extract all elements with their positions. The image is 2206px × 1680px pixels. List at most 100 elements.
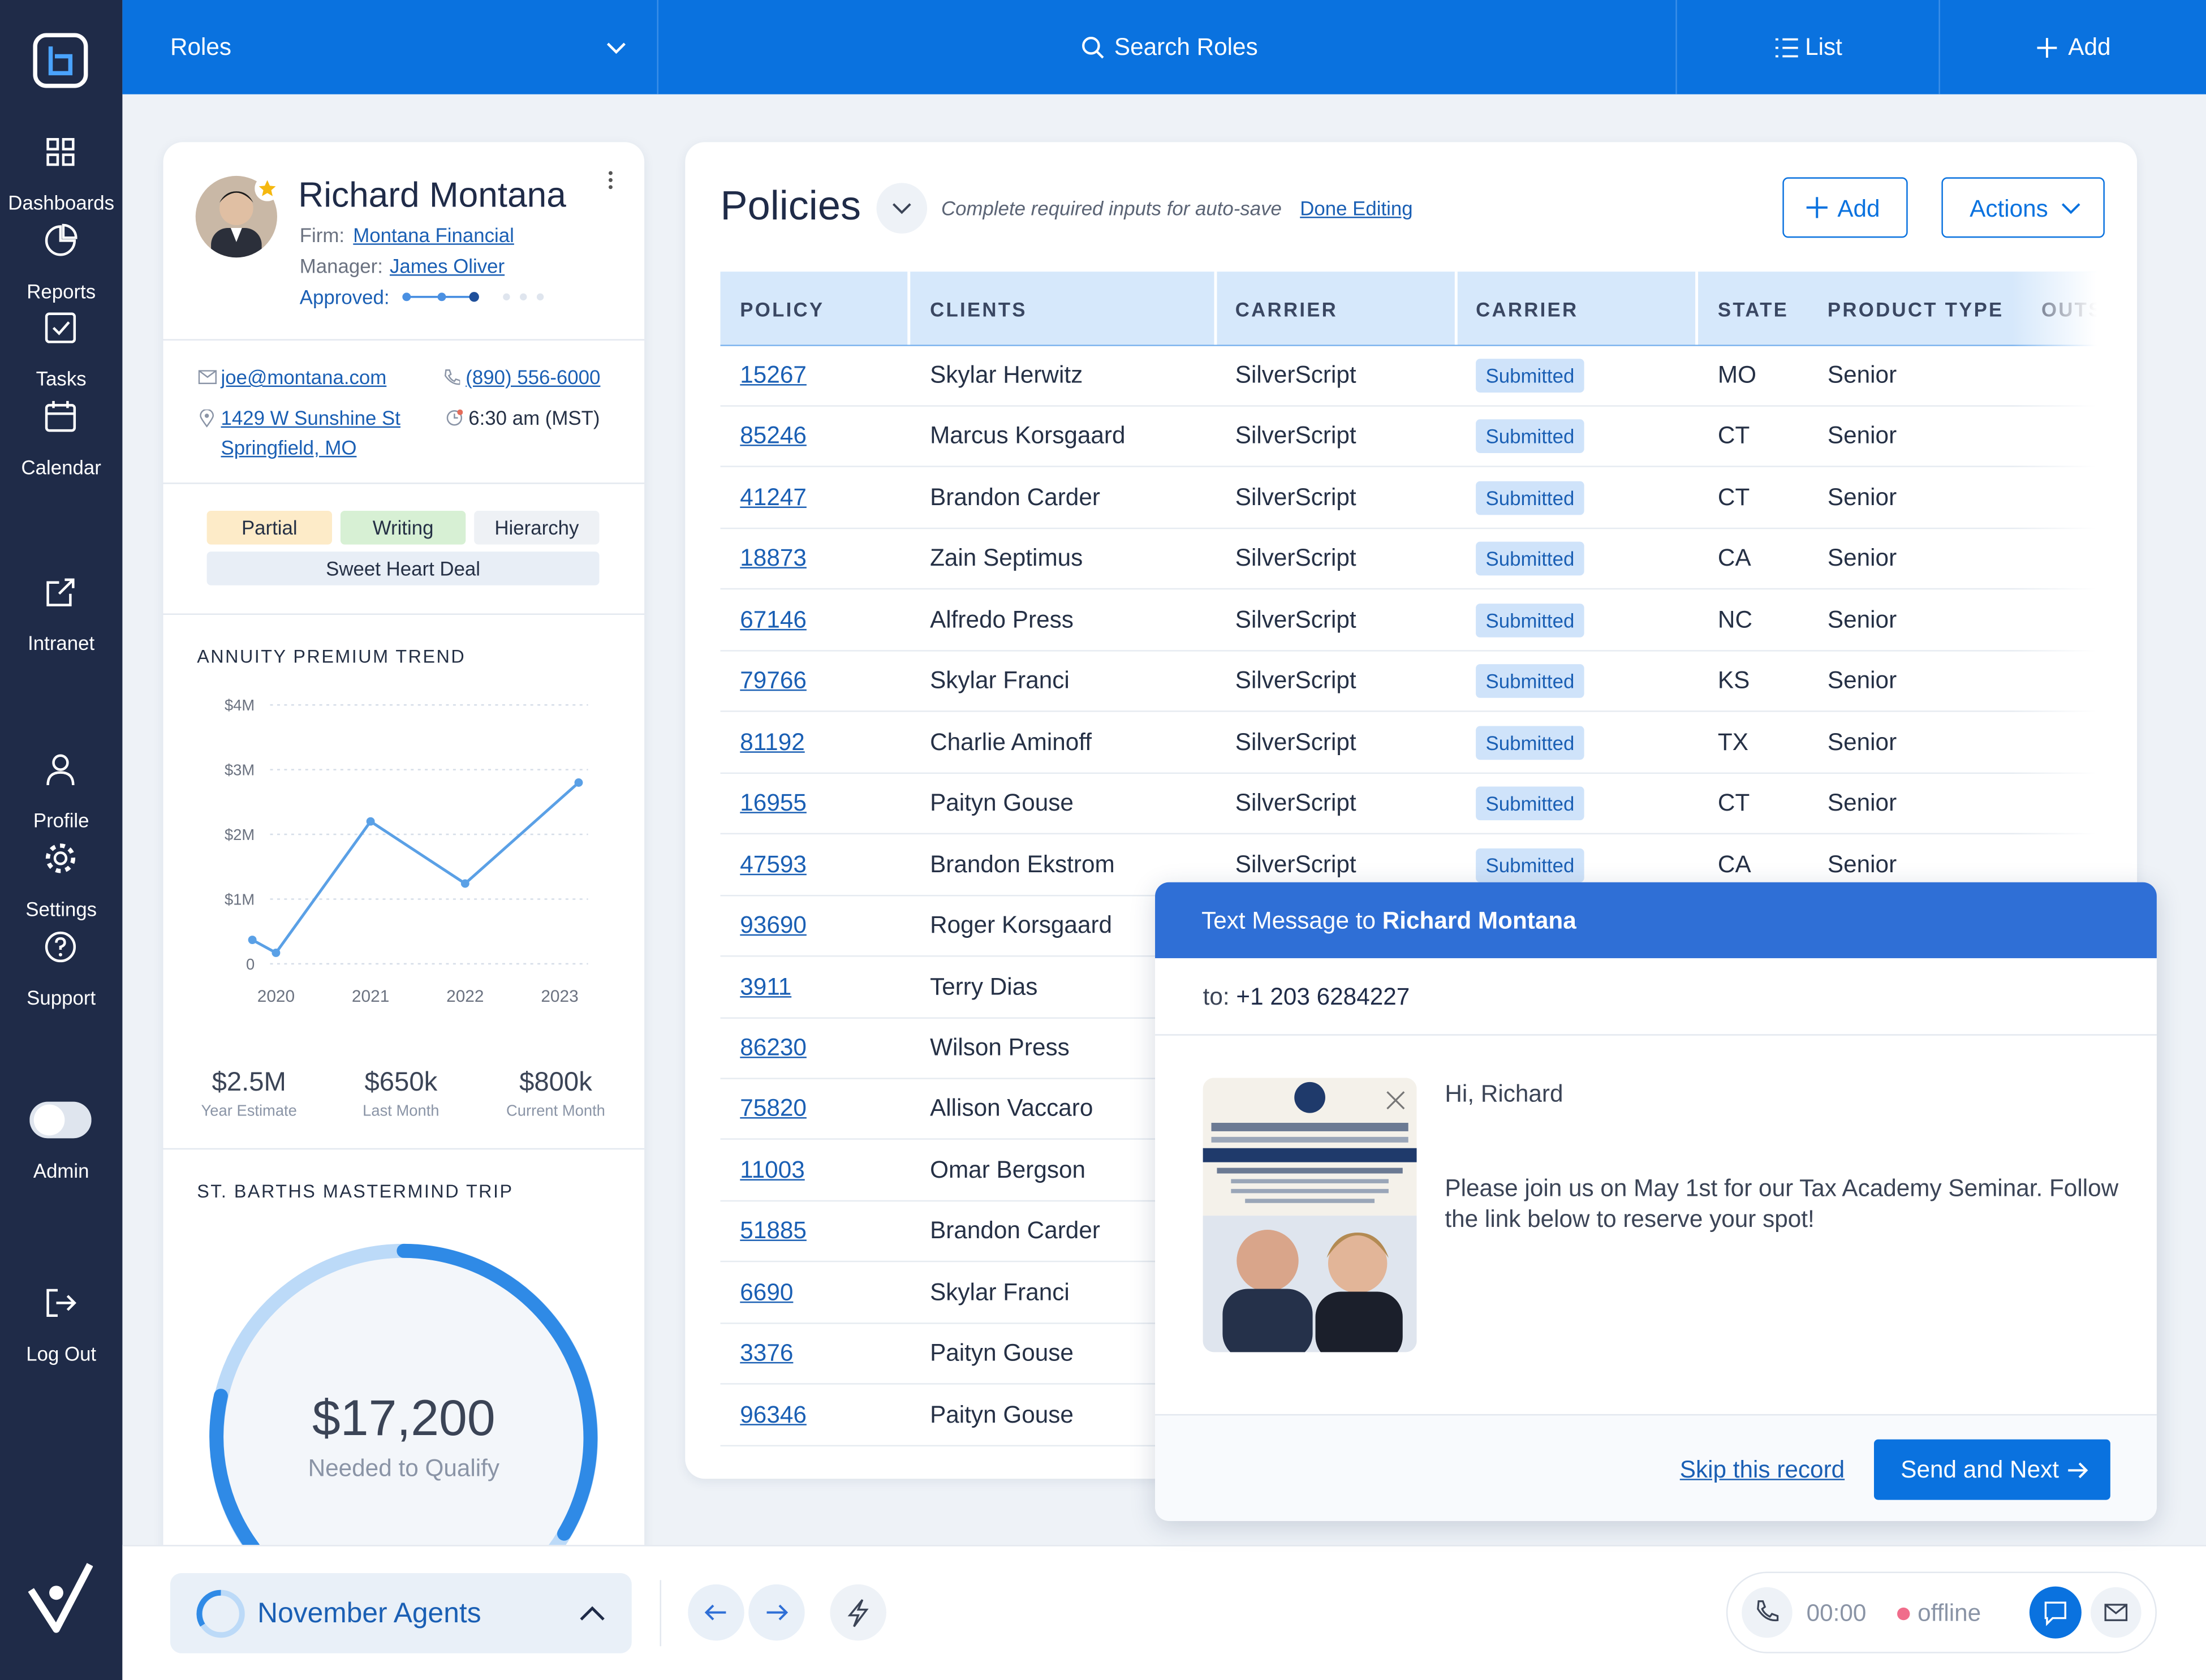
policy-link[interactable]: 93690 bbox=[740, 911, 807, 939]
decoration bbox=[1096, 50, 1104, 59]
decoration bbox=[608, 171, 613, 175]
decoration bbox=[2029, 1586, 2082, 1639]
decoration bbox=[219, 191, 253, 225]
tag: Hierarchy bbox=[474, 510, 600, 545]
policy-link[interactable]: 81192 bbox=[740, 728, 805, 755]
table-cell: CA bbox=[1717, 545, 1751, 572]
decoration bbox=[198, 370, 217, 385]
address-line[interactable]: Springfield, MO bbox=[221, 436, 357, 459]
add[interactable]: Add bbox=[2068, 33, 2111, 61]
table-cell: SilverScript bbox=[1235, 789, 1356, 817]
nav-label[interactable]: Profile bbox=[33, 809, 89, 832]
send-button[interactable]: Send and Next bbox=[1874, 1439, 2110, 1500]
actions-button[interactable]: Actions bbox=[1941, 177, 2105, 238]
decoration bbox=[45, 225, 76, 256]
column-header: STATE bbox=[1717, 298, 1789, 321]
table-cell: SilverScript bbox=[1235, 606, 1356, 633]
table-cell: SilverScript bbox=[1235, 850, 1356, 878]
policy-link[interactable]: 67146 bbox=[740, 606, 807, 633]
stat-value: $650k bbox=[364, 1067, 438, 1098]
status-badge: Submitted bbox=[1476, 664, 1584, 699]
policy-link[interactable]: 85246 bbox=[740, 423, 807, 450]
decoration bbox=[446, 410, 463, 426]
decoration bbox=[1155, 1034, 2157, 1036]
done-editing[interactable]: Done Editing bbox=[1300, 197, 1413, 220]
policy-link[interactable]: 3376 bbox=[740, 1339, 794, 1367]
policy-link[interactable]: 15267 bbox=[740, 361, 807, 389]
row-divider bbox=[720, 833, 2096, 835]
button-label: Actions bbox=[1970, 195, 2048, 223]
title-dropdown[interactable] bbox=[875, 182, 929, 235]
table-cell: Skylar Franci bbox=[930, 667, 1070, 694]
nav-icon[interactable] bbox=[44, 135, 77, 169]
nav-icon[interactable] bbox=[44, 575, 77, 609]
list-view[interactable]: List bbox=[1805, 33, 1842, 61]
decoration bbox=[195, 175, 277, 258]
call-button[interactable] bbox=[1740, 1586, 1794, 1639]
nav-label[interactable]: Calendar bbox=[21, 455, 101, 479]
nav-icon[interactable] bbox=[44, 399, 77, 433]
policy-link[interactable]: 16955 bbox=[740, 789, 807, 817]
decoration bbox=[28, 1563, 93, 1633]
manager-link[interactable]: James Oliver bbox=[389, 255, 505, 278]
nav-icon[interactable] bbox=[44, 930, 77, 964]
modal-title: Text Message to Richard Montana bbox=[1201, 909, 1576, 933]
column-header: PRODUCT TYPE bbox=[1827, 298, 2004, 321]
clock-icon bbox=[446, 409, 463, 426]
nav-label[interactable]: Settings bbox=[25, 897, 97, 920]
logo[interactable] bbox=[31, 31, 90, 90]
search[interactable]: Search Roles bbox=[1114, 33, 1258, 61]
stat-label: Last Month bbox=[363, 1103, 440, 1121]
nav-label[interactable]: Reports bbox=[27, 280, 96, 303]
message-buttons[interactable] bbox=[2029, 1584, 2144, 1640]
attachment-image[interactable] bbox=[1203, 1078, 1417, 1352]
nav-label[interactable]: Intranet bbox=[28, 631, 95, 654]
admin-toggle[interactable] bbox=[29, 1100, 92, 1140]
decoration bbox=[503, 293, 510, 301]
status-badge: Submitted bbox=[1476, 542, 1584, 576]
nav-icon[interactable] bbox=[44, 753, 77, 787]
autosave-hint: Complete required inputs for auto-save bbox=[941, 197, 1282, 220]
policy-link[interactable]: 6690 bbox=[740, 1278, 794, 1306]
nav-icon[interactable] bbox=[44, 223, 77, 258]
add-button[interactable]: Add bbox=[1782, 177, 1908, 238]
policy-link[interactable]: 79766 bbox=[740, 667, 807, 694]
nav-label[interactable]: Admin bbox=[33, 1159, 89, 1182]
brand-mark bbox=[28, 1563, 93, 1633]
nav-buttons[interactable] bbox=[685, 1583, 889, 1644]
status-badge: Submitted bbox=[1476, 786, 1584, 821]
trip-title: ST. BARTHS MASTERMIND TRIP bbox=[197, 1180, 514, 1202]
list-selector[interactable] bbox=[170, 1573, 632, 1653]
nav-label[interactable]: Tasks bbox=[36, 367, 87, 390]
policy-link[interactable]: 18873 bbox=[740, 545, 807, 572]
nav-label[interactable]: Log Out bbox=[26, 1342, 97, 1365]
chevron[interactable] bbox=[605, 40, 628, 57]
policy-link[interactable]: 11003 bbox=[740, 1156, 805, 1183]
decoration bbox=[1386, 1091, 1405, 1110]
policy-link[interactable]: 47593 bbox=[740, 850, 807, 878]
nav-icon[interactable] bbox=[44, 311, 77, 345]
skip-link[interactable]: Skip this record bbox=[1679, 1456, 1845, 1483]
phone-link[interactable]: (890) 556-6000 bbox=[466, 365, 601, 389]
address-line[interactable]: 1429 W Sunshine St bbox=[221, 406, 400, 429]
search-icon bbox=[1082, 37, 1104, 59]
nav-icon[interactable] bbox=[44, 1286, 77, 1320]
policy-link[interactable]: 41247 bbox=[740, 484, 807, 511]
nav-label[interactable]: Dashboards bbox=[8, 191, 115, 214]
decoration bbox=[437, 292, 446, 301]
email-link[interactable]: joe@montana.com bbox=[221, 365, 387, 389]
policy-link[interactable]: 3911 bbox=[740, 973, 792, 1000]
menu-dots[interactable] bbox=[602, 169, 619, 191]
policy-link[interactable]: 75820 bbox=[740, 1095, 807, 1122]
policy-link[interactable]: 96346 bbox=[740, 1401, 807, 1428]
chevron-up[interactable] bbox=[578, 1604, 606, 1624]
nav-label[interactable]: Support bbox=[27, 986, 96, 1009]
nav-icon[interactable] bbox=[44, 841, 77, 875]
decoration bbox=[892, 203, 911, 214]
decoration bbox=[163, 1148, 645, 1150]
policy-link[interactable]: 86230 bbox=[740, 1034, 807, 1061]
role-select[interactable]: Roles bbox=[170, 33, 232, 61]
firm-link[interactable]: Montana Financial bbox=[353, 223, 514, 247]
policy-link[interactable]: 51885 bbox=[740, 1217, 807, 1244]
list-name[interactable]: November Agents bbox=[257, 1598, 481, 1630]
